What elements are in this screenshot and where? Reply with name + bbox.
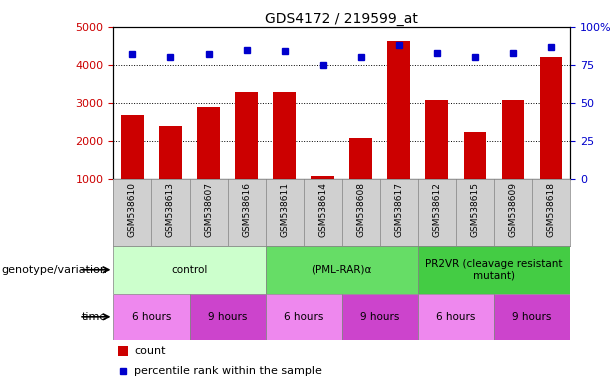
Bar — [387, 41, 410, 179]
Text: 6 hours: 6 hours — [436, 312, 476, 322]
Bar — [418, 246, 570, 294]
Text: GSM538613: GSM538613 — [166, 182, 175, 237]
Text: GSM538614: GSM538614 — [318, 182, 327, 237]
Text: GSM538611: GSM538611 — [280, 182, 289, 237]
Bar — [311, 175, 334, 179]
Bar — [189, 294, 265, 340]
Bar — [273, 92, 296, 179]
Text: (PML-RAR)α: (PML-RAR)α — [311, 265, 372, 275]
Text: 6 hours: 6 hours — [284, 312, 324, 322]
Text: genotype/variation: genotype/variation — [1, 265, 107, 275]
Text: GSM538617: GSM538617 — [394, 182, 403, 237]
Bar — [539, 57, 563, 179]
Text: 9 hours: 9 hours — [360, 312, 400, 322]
Title: GDS4172 / 219599_at: GDS4172 / 219599_at — [265, 12, 418, 26]
Bar — [494, 294, 570, 340]
Bar — [113, 246, 265, 294]
Bar — [501, 100, 524, 179]
Bar — [265, 246, 418, 294]
Text: count: count — [134, 346, 166, 356]
Text: percentile rank within the sample: percentile rank within the sample — [134, 366, 322, 376]
Text: 9 hours: 9 hours — [208, 312, 247, 322]
Text: GSM538612: GSM538612 — [432, 182, 441, 237]
Bar — [349, 138, 372, 179]
Bar — [113, 294, 189, 340]
Bar — [235, 92, 258, 179]
Bar — [265, 294, 341, 340]
Text: time: time — [82, 312, 107, 322]
Bar — [118, 346, 128, 356]
Bar — [197, 107, 220, 179]
Bar — [463, 132, 486, 179]
Text: GSM538609: GSM538609 — [509, 182, 517, 237]
Bar — [121, 115, 144, 179]
Text: GSM538616: GSM538616 — [242, 182, 251, 237]
Text: GSM538610: GSM538610 — [128, 182, 137, 237]
Text: control: control — [171, 265, 208, 275]
Text: 6 hours: 6 hours — [132, 312, 171, 322]
Text: GSM538607: GSM538607 — [204, 182, 213, 237]
Bar — [159, 126, 182, 179]
Text: GSM538618: GSM538618 — [547, 182, 555, 237]
Bar — [425, 101, 448, 179]
Text: 9 hours: 9 hours — [512, 312, 552, 322]
Bar — [341, 294, 418, 340]
Text: GSM538608: GSM538608 — [356, 182, 365, 237]
Text: PR2VR (cleavage resistant
mutant): PR2VR (cleavage resistant mutant) — [425, 259, 563, 281]
Text: GSM538615: GSM538615 — [470, 182, 479, 237]
Bar — [418, 294, 494, 340]
